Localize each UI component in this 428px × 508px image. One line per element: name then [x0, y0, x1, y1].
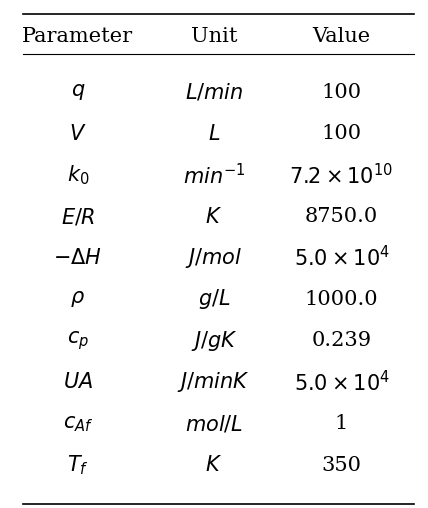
Text: $T_f$: $T_f$ — [67, 453, 89, 477]
Text: $L/min$: $L/min$ — [185, 82, 243, 103]
Text: $K$: $K$ — [205, 455, 223, 475]
Text: $c_p$: $c_p$ — [67, 330, 89, 353]
Text: $g/L$: $g/L$ — [198, 288, 230, 311]
Text: $5.0 \times 10^{4}$: $5.0 \times 10^{4}$ — [294, 370, 389, 395]
Text: $mol/L$: $mol/L$ — [185, 413, 243, 434]
Text: $5.0 \times 10^{4}$: $5.0 \times 10^{4}$ — [294, 245, 389, 271]
Text: $-\Delta H$: $-\Delta H$ — [54, 248, 102, 268]
Text: 350: 350 — [321, 456, 362, 474]
Text: 0.239: 0.239 — [312, 331, 372, 351]
Text: $J/minK$: $J/minK$ — [178, 370, 250, 394]
Text: $K$: $K$ — [205, 207, 223, 227]
Text: $J/gK$: $J/gK$ — [190, 329, 238, 353]
Text: 1: 1 — [335, 414, 348, 433]
Text: 1000.0: 1000.0 — [305, 290, 378, 309]
Text: Value: Value — [312, 27, 371, 46]
Text: 100: 100 — [321, 124, 362, 143]
Text: $k_0$: $k_0$ — [67, 164, 89, 187]
Text: $c_{Af}$: $c_{Af}$ — [62, 414, 93, 433]
Text: $q$: $q$ — [71, 82, 85, 102]
Text: $L$: $L$ — [208, 124, 220, 144]
Text: $7.2 \times 10^{10}$: $7.2 \times 10^{10}$ — [289, 163, 394, 188]
Text: 100: 100 — [321, 83, 362, 102]
Text: $J/mol$: $J/mol$ — [185, 246, 243, 270]
Text: 8750.0: 8750.0 — [305, 207, 378, 226]
Text: Parameter: Parameter — [22, 27, 134, 46]
Text: $E/R$: $E/R$ — [61, 206, 95, 227]
Text: $V$: $V$ — [69, 124, 87, 144]
Text: $\rho$: $\rho$ — [71, 290, 86, 309]
Text: $UA$: $UA$ — [63, 372, 93, 392]
Text: $min^{-1}$: $min^{-1}$ — [183, 163, 245, 188]
Text: Unit: Unit — [191, 27, 237, 46]
